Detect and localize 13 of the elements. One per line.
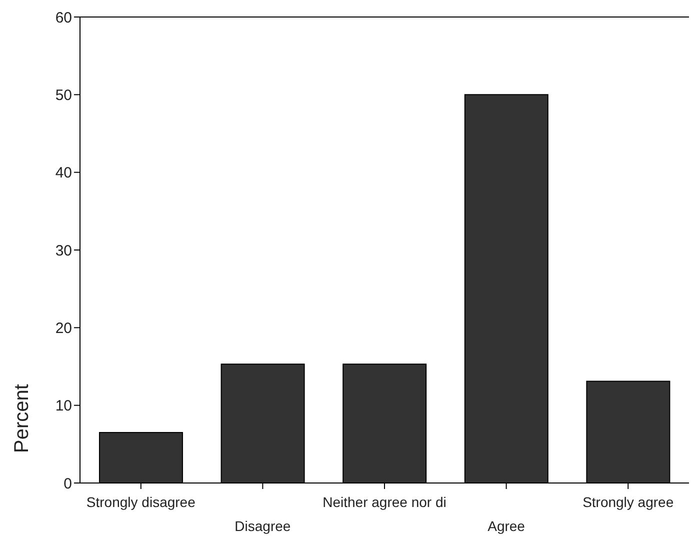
y-tick-label: 20 bbox=[55, 320, 72, 337]
y-tick-label: 50 bbox=[55, 86, 72, 104]
x-tick-label: Agree bbox=[488, 518, 526, 534]
x-tick-label: Strongly agree bbox=[582, 494, 674, 510]
y-tick-label: 0 bbox=[64, 475, 72, 492]
x-tick-label: Strongly disagree bbox=[86, 494, 196, 510]
y-tick-label: 60 bbox=[55, 9, 72, 26]
y-tick-label: 10 bbox=[55, 398, 72, 415]
x-tick-label: Neither agree nor di bbox=[322, 494, 446, 510]
y-tick-label: 40 bbox=[55, 164, 72, 182]
y-tick-label: 30 bbox=[55, 242, 72, 260]
y-axis-title: Percent bbox=[11, 384, 33, 453]
x-tick-label: Disagree bbox=[234, 518, 291, 534]
